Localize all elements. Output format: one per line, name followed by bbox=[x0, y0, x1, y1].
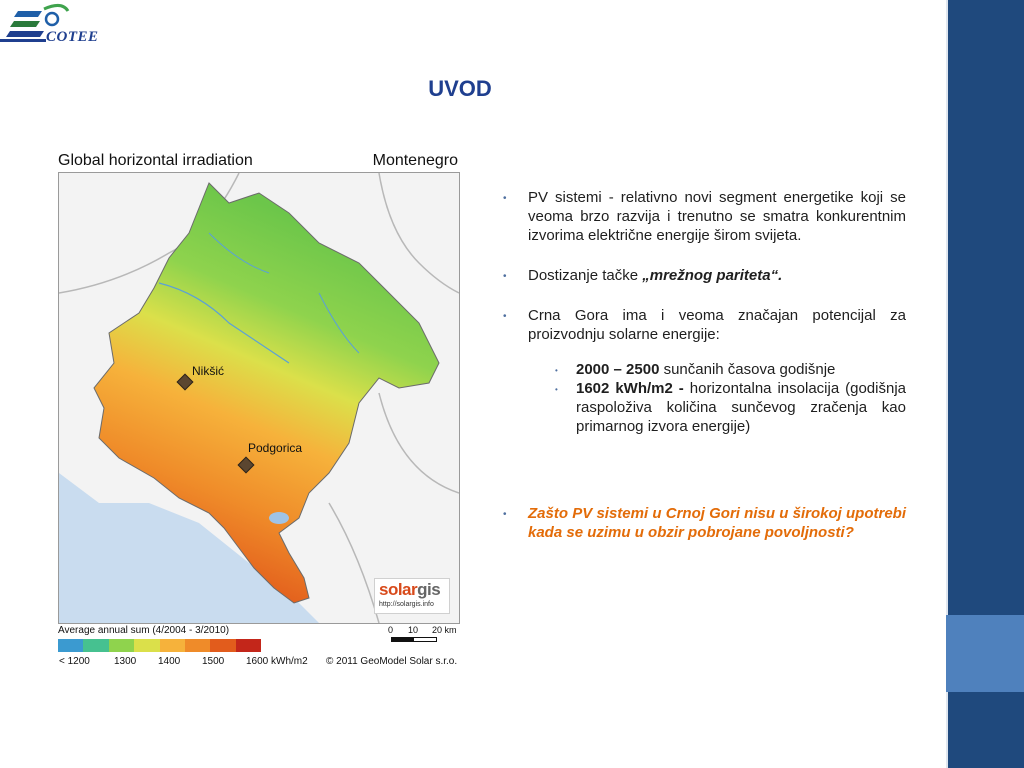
solargis-url: http://solargis.info bbox=[379, 601, 434, 608]
logo-text: COTEE bbox=[46, 29, 99, 45]
bullet-item: • Dostizanje tačke „mrežnog pariteta“. bbox=[500, 266, 906, 285]
legend-swatch bbox=[83, 639, 109, 652]
bullet-item: • Crna Gora ima i veoma značajan potenci… bbox=[500, 306, 906, 344]
sub-bullet-dot-icon: • bbox=[555, 385, 558, 394]
solargis-logo: solargis http://solargis.info bbox=[374, 578, 450, 614]
scale-label-20: 20 km bbox=[432, 625, 457, 635]
solargis-wordmark: solargis bbox=[379, 580, 441, 599]
legend-label: 1600 kWh/m2 bbox=[246, 656, 308, 667]
bullet-item-question: • Zašto PV sistemi u Crnoj Gori nisu u š… bbox=[500, 504, 906, 542]
bullet-text: PV sistemi - relativno novi segment ener… bbox=[528, 189, 906, 244]
legend-swatch bbox=[184, 639, 211, 652]
map-title: Global horizontal irradiation bbox=[58, 152, 253, 169]
city-label-podgorica: Podgorica bbox=[248, 441, 303, 455]
sub-bullet-dot-icon: • bbox=[555, 366, 558, 375]
legend-swatch bbox=[235, 639, 261, 652]
bullet-dot-icon: • bbox=[503, 311, 507, 322]
scale-label-0: 0 bbox=[388, 625, 394, 635]
logo-mark-icon bbox=[0, 4, 70, 42]
side-bar-accent bbox=[946, 615, 1024, 692]
cotee-logo: COTEE bbox=[0, 3, 110, 45]
slide-title: UVOD bbox=[428, 76, 492, 101]
irradiation-map bbox=[58, 172, 460, 624]
legend-swatch bbox=[108, 639, 135, 652]
content-bullets: • PV sistemi - relativno novi segment en… bbox=[500, 188, 906, 542]
bullet-dot-icon: • bbox=[503, 193, 507, 204]
parity-emphasis: „mrežnog pariteta“. bbox=[642, 267, 783, 284]
legend-swatch bbox=[134, 639, 160, 652]
legend-label: 1300 bbox=[114, 656, 137, 667]
side-decoration-bar bbox=[946, 0, 1024, 768]
bullet-text: Crna Gora ima i veoma značajan potencija… bbox=[528, 307, 906, 343]
legend-color-bar bbox=[58, 639, 261, 652]
side-bar-divider bbox=[946, 0, 948, 768]
legend-swatch bbox=[58, 639, 84, 652]
legend-swatch bbox=[159, 639, 185, 652]
sub-bullet-text: 1602 kWh/m2 - horizontalna insolacija (g… bbox=[576, 380, 906, 435]
scale-label-10: 10 bbox=[408, 625, 419, 635]
map-copyright: © 2011 GeoModel Solar s.r.o. bbox=[326, 656, 458, 667]
sub-bullet-item: • 1602 kWh/m2 - horizontalna insolacija … bbox=[500, 379, 906, 436]
map-country-label: Montenegro bbox=[372, 152, 458, 169]
city-label-niksic: Nikšić bbox=[192, 364, 224, 378]
sub-bullet-item: • 2000 – 2500 sunčanih časova godišnje bbox=[500, 360, 906, 379]
legend-label: 1500 bbox=[202, 656, 225, 667]
bullet-item: • PV sistemi - relativno novi segment en… bbox=[500, 188, 906, 245]
sub-bullet-text: 2000 – 2500 sunčanih časova godišnje bbox=[576, 361, 836, 378]
bullet-dot-icon: • bbox=[503, 271, 507, 282]
scale-bar bbox=[391, 637, 437, 642]
question-text: Zašto PV sistemi u Crnoj Gori nisu u šir… bbox=[528, 505, 906, 541]
legend-swatch bbox=[210, 639, 236, 652]
legend-label: 1400 bbox=[158, 656, 181, 667]
bullet-dot-icon: • bbox=[503, 509, 507, 520]
legend-caption: Average annual sum (4/2004 - 3/2010) bbox=[58, 625, 230, 636]
legend-label: < 1200 bbox=[59, 656, 90, 667]
bullet-text: Dostizanje tačke „mrežnog pariteta“. bbox=[528, 267, 783, 284]
irradiation-map-figure: Global horizontal irradiation Montenegro bbox=[56, 148, 462, 673]
